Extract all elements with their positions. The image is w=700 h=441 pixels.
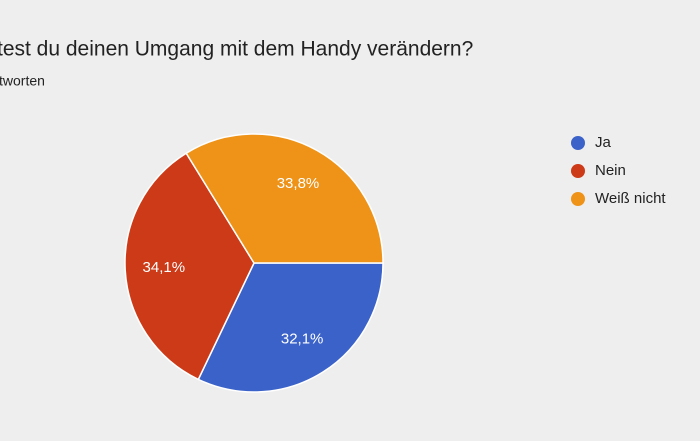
legend-marker bbox=[571, 164, 585, 178]
legend-label: Weiß nicht bbox=[595, 190, 666, 207]
pie-slice bbox=[185, 133, 384, 264]
slice-label: 34,1% bbox=[143, 259, 186, 276]
legend-label: Nein bbox=[595, 162, 626, 179]
pie-slice bbox=[197, 262, 384, 393]
pie-slice bbox=[124, 152, 255, 381]
legend-marker bbox=[571, 136, 585, 150]
chart-subtitle: tworten bbox=[0, 73, 45, 89]
chart-title: test du deinen Umgang mit dem Handy verä… bbox=[0, 38, 473, 61]
legend-label: Ja bbox=[595, 134, 612, 151]
legend-marker bbox=[571, 192, 585, 206]
slice-label: 32,1% bbox=[281, 330, 324, 347]
slice-label: 33,8% bbox=[277, 175, 320, 192]
